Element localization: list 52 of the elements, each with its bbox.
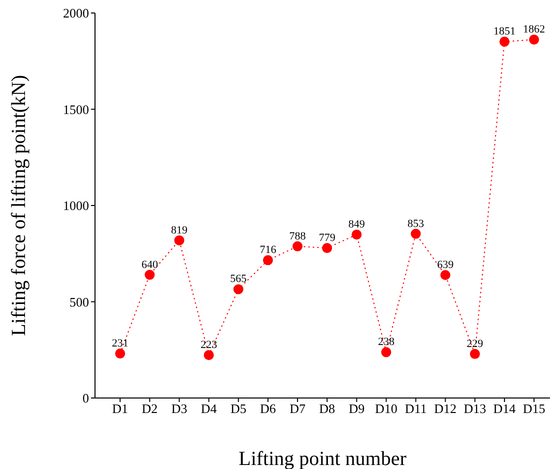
x-tick-label: D6 [260,401,276,416]
data-label: 716 [260,244,277,256]
data-label: 849 [348,218,366,231]
data-label: 1851 [493,26,516,38]
x-tick-label: D8 [319,401,336,416]
point [144,270,155,280]
x-tick-label: D7 [290,401,306,416]
point [322,243,332,254]
x-tick-label: D14 [493,401,516,416]
point [499,36,510,47]
point [381,347,392,358]
x-axis-title: Lifting point number [238,448,407,469]
point [529,34,540,45]
point [410,228,421,239]
point [115,348,126,359]
point [470,348,480,359]
point [352,230,362,240]
x-tick-label: D12 [434,401,457,416]
point [440,270,450,280]
y-axis-title: Lifting force of lifting point(kN) [8,74,30,336]
point [292,241,303,252]
data-label: 639 [437,258,454,271]
x-tick-label: D10 [375,401,398,416]
data-label: 1862 [523,24,546,36]
x-tick-label: D1 [112,401,128,416]
y-tick-label: 1000 [63,198,89,214]
data-label: 779 [318,232,336,244]
x-tick-label: D5 [230,401,246,416]
x-tick-label: D11 [404,401,427,416]
point [174,235,184,246]
x-tick-label: D3 [171,401,188,416]
data-label: 229 [466,338,484,350]
y-tick-label: 500 [70,294,89,310]
data-label: 819 [171,224,188,236]
y-tick-label: 0 [82,390,89,406]
x-tick-label: D2 [142,401,158,416]
data-label: 640 [141,258,158,271]
data-label: 231 [112,338,128,350]
point [262,255,273,266]
y-tick-label: 2000 [63,6,89,21]
x-tick-label: D13 [464,401,486,416]
data-label: 565 [230,273,248,286]
x-tick-label: D15 [522,401,546,416]
data-label: 223 [200,339,218,352]
data-label: 788 [289,230,306,242]
data-label: 238 [378,336,395,348]
x-tick-label: D9 [348,401,365,416]
point [204,350,214,360]
point [233,284,244,294]
data-label: 853 [408,218,425,230]
y-tick-label: 1500 [63,102,89,117]
x-tick-label: D4 [200,401,218,416]
